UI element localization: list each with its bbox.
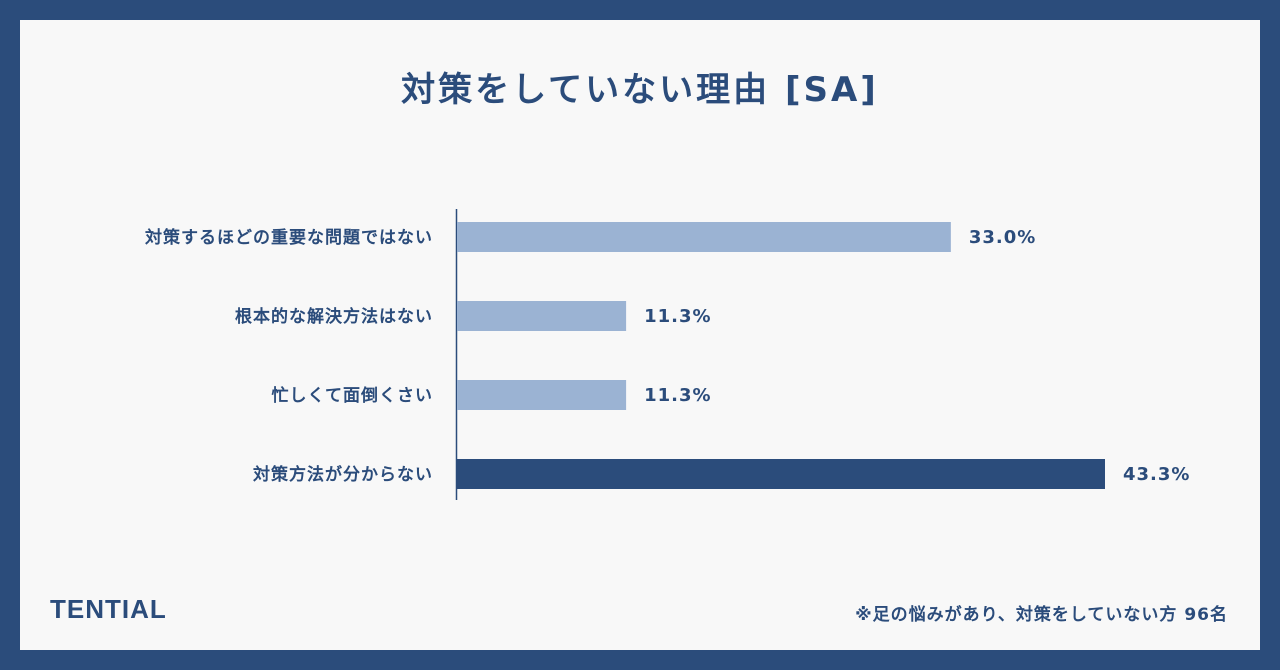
- bar-3: [457, 380, 627, 410]
- value-label-2: 11.3%: [644, 306, 711, 327]
- bar-4: [457, 459, 1105, 489]
- bar-2: [457, 301, 627, 331]
- chart-title: 対策をしていない理由 [SA]: [401, 70, 879, 110]
- category-label-2: 根本的な解決方法はない: [235, 306, 433, 327]
- value-label-3: 11.3%: [644, 385, 711, 406]
- chart-panel: [20, 20, 1260, 650]
- category-label-4: 対策方法が分からない: [252, 464, 433, 485]
- value-label-1: 33.0%: [969, 227, 1036, 248]
- value-label-4: 43.3%: [1123, 464, 1190, 485]
- bar-1: [457, 222, 951, 252]
- brand-logo: TENTIAL: [50, 594, 167, 624]
- footnote: ※足の悩みがあり、対策をしていない方 96名: [855, 605, 1228, 625]
- category-label-1: 対策するほどの重要な問題ではない: [144, 227, 433, 248]
- category-label-3: 忙しくて面倒くさい: [272, 385, 434, 406]
